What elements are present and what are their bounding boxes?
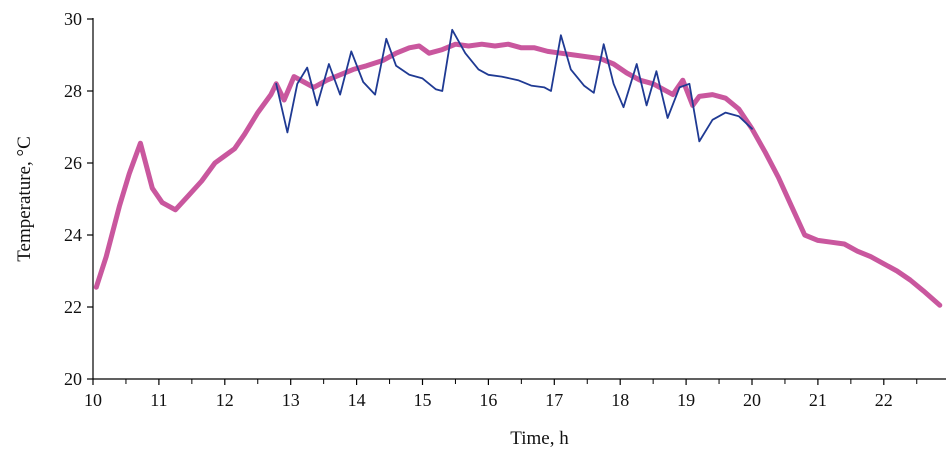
y-tick-label: 24 [64,225,82,245]
x-tick-label: 18 [611,390,629,410]
x-tick-label: 11 [150,390,167,410]
axes: 20 22 24 26 28 30 10 11 12 13 14 15 16 17 18 19 20 21 22 [64,9,946,410]
x-tick-label: 12 [216,390,234,410]
series-line-thick [93,41,943,308]
x-tick-label: 14 [348,390,366,410]
y-tick-label: 30 [64,9,82,29]
x-tick-label: 13 [282,390,300,410]
y-tick-label: 28 [64,81,82,101]
y-tick-label: 22 [64,297,82,317]
y-axis-title: Temperature, °C [14,136,35,262]
x-tick-label: 21 [809,390,827,410]
x-tick-label: 19 [677,390,695,410]
x-tick-label: 16 [479,390,497,410]
y-tick-label: 20 [64,369,82,389]
x-tick-label: 10 [84,390,102,410]
series-line-thin [275,28,753,143]
series-group [93,28,943,308]
x-tick-label: 22 [875,390,893,410]
x-tick-label: 15 [414,390,432,410]
x-tick-label: 20 [743,390,761,410]
y-tick-label: 26 [64,153,82,173]
x-tick-label: 17 [545,390,563,410]
x-axis-title: Time, h [510,428,569,449]
